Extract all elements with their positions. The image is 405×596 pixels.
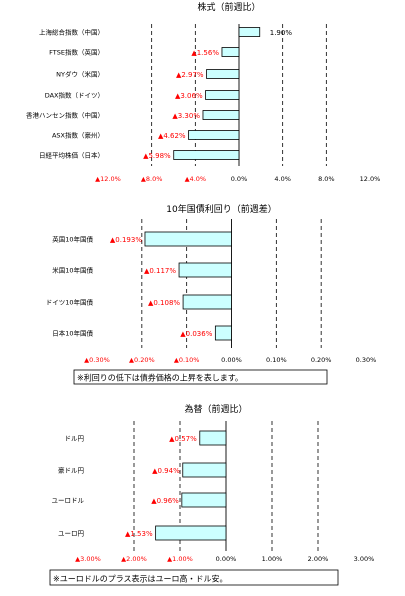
note-box: [73, 369, 328, 385]
tick-label: ▲0.10%: [174, 356, 200, 364]
note-text: ※利回りの低下は債券価格の上昇を表します。: [77, 373, 243, 383]
bar: [181, 492, 227, 508]
value-label: ▲3.06%: [175, 92, 203, 100]
category-label: ユーロ円: [58, 530, 84, 538]
tick-label: ▲1.00%: [167, 555, 193, 563]
bar: [238, 27, 261, 37]
bar: [173, 150, 240, 160]
tick-label: ▲3.00%: [75, 555, 101, 563]
bar: [155, 525, 227, 541]
category-label: 上海総合指数（中国）: [39, 28, 104, 37]
bar: [206, 69, 240, 79]
value-label: ▲2.97%: [176, 71, 204, 79]
value-label: ▲5.98%: [143, 152, 171, 160]
note-box: [49, 569, 339, 586]
tick-label: 0.20%: [311, 356, 332, 364]
tick-label: 4.0%: [274, 175, 291, 183]
value-label: ▲0.57%: [169, 435, 197, 443]
bar: [178, 262, 232, 278]
value-label: ▲1.56%: [191, 49, 219, 57]
tick-label: 8.0%: [318, 175, 335, 183]
tick-label: 12.0%: [360, 175, 381, 183]
category-label: 日本10年国債: [52, 329, 93, 338]
category-label: 香港ハンセン指数（中国）: [26, 111, 104, 120]
value-label: ▲0.193%: [110, 236, 142, 244]
bar: [205, 90, 240, 100]
bar: [199, 430, 227, 446]
tick-label: 3.00%: [354, 555, 375, 563]
tick-label: 0.00%: [216, 555, 237, 563]
tick-label: 0.30%: [356, 356, 377, 364]
tick-label: ▲4.0%: [185, 175, 207, 183]
value-label: ▲0.036%: [180, 330, 212, 338]
bar: [188, 130, 240, 140]
bar: [221, 47, 240, 57]
tick-label: 0.10%: [266, 356, 287, 364]
bar: [202, 110, 240, 120]
chart-title: 為替（前週比）: [184, 403, 247, 415]
category-label: 英国10年国債: [52, 235, 93, 244]
category-label: ドイツ10年国債: [46, 298, 94, 307]
tick-label: 0.0%: [231, 175, 248, 183]
category-label: 豪ドル円: [58, 466, 84, 475]
category-label: FTSE指数（英国）: [49, 48, 104, 57]
chart-2: 10年国債利回り（前週差） ▲0.30% ▲0.20% ▲0.10% 0.00% 0.10…: [46, 203, 377, 385]
tick-label: 1.00%: [262, 555, 283, 563]
chart-1: 株式（前週比） ▲12.0% ▲8.0% ▲4.0% 0.0% 4.0% 8.0% 12.0%…: [26, 1, 380, 183]
category-label: ASX指数（豪州）: [52, 131, 104, 140]
value-label: ▲0.108%: [148, 299, 180, 307]
category-label: ユーロドル: [52, 497, 85, 505]
bar: [182, 294, 232, 310]
value-label: ▲0.117%: [144, 267, 176, 275]
chart-3: 為替（前週比） ▲3.00% ▲2.00% ▲1.00% 0.00% 1.00% 2.00%…: [49, 403, 375, 586]
tick-label: ▲0.20%: [129, 356, 155, 364]
tick-label: 0.00%: [221, 356, 242, 364]
bar: [214, 325, 232, 341]
value-label: ▲3.30%: [172, 112, 200, 120]
bar: [182, 462, 227, 478]
value-label: ▲1.53%: [125, 530, 153, 538]
category-label: 日経平均株価（日本）: [39, 151, 104, 160]
bar: [144, 231, 232, 247]
value-label: ▲0.94%: [152, 467, 180, 475]
category-label: 米国10年国債: [52, 266, 93, 275]
chart-title: 10年国債利回り（前週差）: [166, 203, 276, 215]
tick-label: ▲12.0%: [95, 175, 121, 183]
tick-label: ▲0.30%: [84, 356, 110, 364]
note-text: ※ユーロドルのプラス表示はユーロ高・ドル安。: [53, 574, 228, 584]
value-label: ▲4.62%: [158, 132, 186, 140]
chart-title: 株式（前週比）: [197, 1, 260, 13]
category-label: NYダウ（米国）: [56, 70, 104, 79]
value-label: 1.90%: [270, 29, 293, 37]
tick-label: ▲8.0%: [141, 175, 163, 183]
category-label: DAX指数（ドイツ）: [45, 91, 104, 100]
category-label: ドル円: [65, 435, 85, 443]
tick-label: 2.00%: [308, 555, 329, 563]
tick-label: ▲2.00%: [121, 555, 147, 563]
value-label: ▲0.96%: [151, 497, 179, 505]
